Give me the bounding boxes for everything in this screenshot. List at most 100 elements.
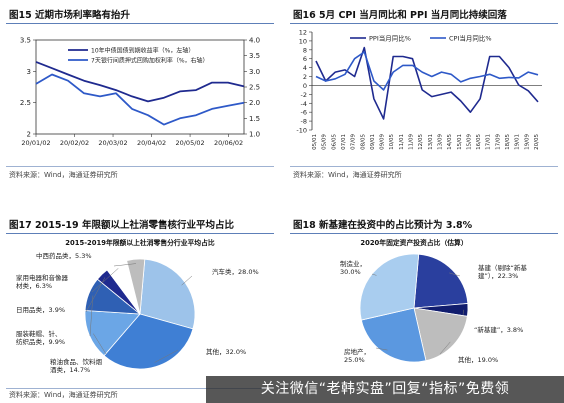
slice-label: “新基建”，3.8% (474, 325, 523, 334)
y-tick-label-right: 3.5 (249, 52, 260, 60)
pie-slice-0 (413, 253, 469, 309)
investment-pie-chart: 2020年固定资产投资占比（估算） 基建（剔除“新基建”），22.3% “新基建”，… (340, 238, 527, 364)
x-tick-label: 13/09 (438, 134, 444, 150)
watermark-banner: 关注微信“老韩实盘”回复“指标”免费领 (206, 376, 564, 403)
pie-title: 2015-2019年限额以上社消零售分行业平均占比 (65, 238, 215, 247)
y-tick-label-left: 3 (27, 68, 31, 76)
y-tick-label: 0 (303, 82, 307, 90)
panel-title: 图17 2015-19 年限额以上社消零售核行业平均占比 (6, 218, 274, 234)
y-tick-label-left: 2 (27, 131, 31, 139)
leader-line (93, 333, 107, 355)
leader-line (91, 268, 119, 293)
panel-rates: 图15 近期市场利率略有抬升 3.5 3 2.5 2 4.0 3.5 3.0 2.5 2.0 1.… (6, 8, 274, 180)
leader-line (371, 273, 377, 276)
slice-label: 家用电器和音像器材类，6.3% (16, 273, 69, 290)
x-tick-label: 11/09 (409, 133, 415, 149)
slice-label: 粮油食品、饮料烟酒类，14.7% (50, 357, 103, 374)
legend-label: 7天银行间质押式回购加权利率（%，右轴） (91, 57, 209, 65)
x-tick-label: 20/03/02 (98, 139, 127, 147)
panel-title: 图15 近期市场利率略有抬升 (6, 8, 274, 24)
x-tick-label: 15/01 (457, 134, 463, 150)
x-tick-label: 09/01 (370, 134, 376, 150)
slice-label: 基建（剔除“新基建”），22.3% (478, 263, 527, 280)
source-note: 资料来源：Wind，海通证券研究所 (293, 171, 402, 179)
y-tick-label-left: 2.5 (20, 99, 31, 107)
y-tick-label: -8 (301, 118, 307, 126)
leader-line (375, 347, 388, 351)
x-tick-label: 05/01 (312, 134, 318, 150)
y-tick-label-left: 3.5 (20, 37, 31, 45)
pie-slice-0 (139, 258, 196, 330)
x-tick-label: 18/05 (505, 133, 511, 149)
pie-slice-6 (126, 258, 146, 315)
source-note: 资料来源：Wind，海通证券研究所 (9, 391, 118, 399)
pie-slice-2 (84, 310, 141, 357)
x-tick-label: 15/09 (466, 133, 472, 149)
y-tick-label: 10 (299, 37, 307, 45)
y-tick-label: -2 (301, 91, 307, 99)
leader-line (113, 263, 137, 267)
y-tick-label-right: 3.0 (249, 68, 260, 76)
slice-label: 其他，19.0% (458, 355, 498, 364)
x-tick-label: 17/01 (486, 134, 492, 150)
y-tick-label: 8 (303, 46, 307, 54)
y-tick-label-right: 2.5 (249, 84, 260, 92)
x-tick-label: 19/09 (524, 133, 530, 149)
rates-line-chart: 3.5 3 2.5 2 4.0 3.5 3.0 2.5 2.0 1.5 1.0 20/01/02 20/… (20, 37, 260, 148)
slice-label: 房地产， 25.0% (344, 347, 370, 364)
panel-title: 图18 新基建在投资中的占比预计为 3.8% (290, 218, 558, 234)
x-tick-label: 07/09 (351, 133, 357, 149)
leader-line (439, 341, 451, 355)
x-tick-label: 14/05 (447, 133, 453, 149)
x-tick-label: 20/02/02 (60, 139, 89, 147)
y-tick-label-right: 1.0 (249, 131, 260, 139)
x-tick-label: 19/01 (515, 134, 521, 150)
x-tick-label: 20/05 (534, 134, 540, 150)
y-tick-label: -6 (301, 109, 307, 117)
legend-label: CPI当月同比% (449, 34, 492, 43)
x-tick-label: 07/01 (341, 134, 347, 150)
slice-label: 日用品类，3.9% (16, 305, 65, 314)
slice-label: 其他，32.0% (206, 347, 246, 356)
leader-line (154, 349, 179, 363)
x-tick-label: 13/01 (428, 134, 434, 150)
y-tick-label-right: 1.5 (249, 115, 260, 123)
y-tick-label: 12 (299, 29, 307, 37)
slice-label: 中西药品类，5.3% (36, 251, 92, 260)
x-tick-label: 20/06/02 (214, 139, 243, 147)
pie-slice-2 (413, 307, 468, 362)
series-line-1 (315, 51, 539, 91)
x-tick-label: 09/09 (380, 134, 386, 150)
panel-retail-pie: 图17 2015-19 年限额以上社消零售核行业平均占比 2015-2019年限… (6, 218, 274, 401)
panel-investment-pie: 图18 新基建在投资中的占比预计为 3.8% 2020年固定资产投资占比（估算）… (290, 218, 558, 374)
slice-label: 制造业， 30.0% (340, 259, 366, 276)
x-tick-label: 20/01/02 (21, 139, 50, 147)
y-tick-label: 2 (303, 73, 307, 81)
y-tick-label: -10 (296, 127, 307, 135)
leader-line (449, 272, 461, 277)
pie-slice-3 (360, 307, 427, 363)
y-tick-label: 6 (303, 55, 307, 63)
x-tick-label: 08/05 (360, 134, 366, 150)
x-tick-label: 20/04/02 (137, 139, 166, 147)
series-line-0 (315, 46, 539, 120)
x-tick-label: 20/05/02 (175, 139, 204, 147)
x-tick-label: 16/05 (476, 134, 482, 150)
y-tick-label-right: 2.0 (249, 99, 260, 107)
legend-label: 10年中债国债到期收益率（%，左轴） (91, 47, 194, 55)
pie-slice-1 (103, 313, 194, 370)
pie-slice-4 (359, 253, 420, 321)
panel-title: 图16 5月 CPI 当月同比和 PPI 当月同比持续回落 (290, 8, 558, 24)
x-tick-label: 12/05 (418, 134, 424, 150)
panel-cpi-ppi: 图16 5月 CPI 当月同比和 PPI 当月同比持续回落 12 10 8 6 4 2 0-… (290, 8, 558, 180)
x-tick-label: 17/09 (495, 134, 501, 150)
y-tick-label: -4 (301, 100, 307, 108)
leader-line (89, 295, 94, 337)
x-tick-label: 11/01 (399, 134, 405, 150)
x-tick-label: 06/05 (331, 134, 337, 150)
series-line-0 (35, 61, 245, 103)
pie-title: 2020年固定资产投资占比（估算） (360, 238, 467, 247)
x-tick-label: 10/05 (389, 133, 395, 149)
leader-line (181, 275, 193, 286)
